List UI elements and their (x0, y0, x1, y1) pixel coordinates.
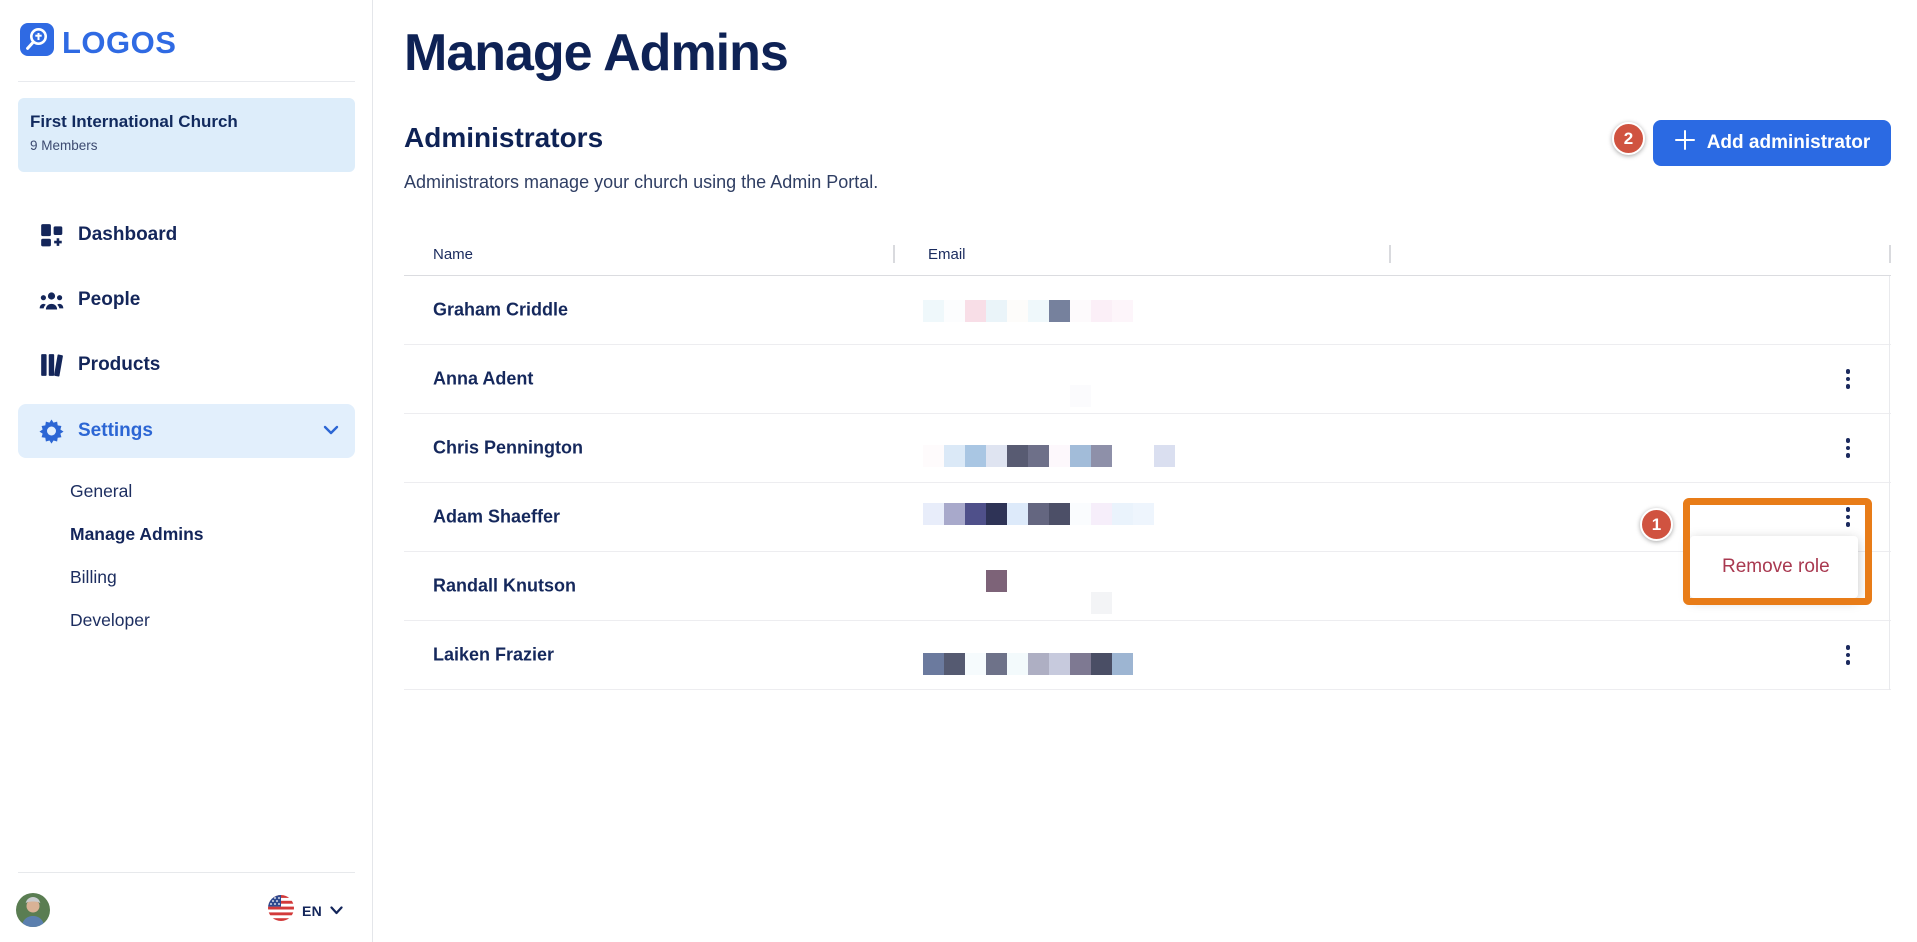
add-administrator-label: Add administrator (1706, 132, 1871, 153)
sidebar-item-products[interactable]: Products (18, 341, 355, 389)
sidebar-subitem-manage-admins[interactable]: Manage Admins (70, 521, 204, 547)
table-row: Chris Pennington (404, 414, 1891, 483)
language-selector[interactable]: EN (268, 895, 343, 926)
kebab-menu-icon (1845, 645, 1851, 650)
dashboard-icon (38, 222, 65, 249)
sidebar-subitem-developer[interactable]: Developer (70, 607, 150, 633)
us-flag-icon (268, 895, 294, 926)
admin-name: Anna Adent (433, 368, 534, 389)
submenu-label: General (70, 480, 133, 501)
email-redacted-mosaic (923, 653, 1133, 675)
email-redacted-mosaic (923, 300, 1133, 322)
column-header-email: Email (928, 246, 966, 263)
sidebar-top-divider (18, 81, 355, 82)
administrators-table: Name Email Graham Criddle Anna Adent Chr… (404, 238, 1891, 690)
people-icon (38, 287, 65, 314)
table-row: Randall Knutson (404, 552, 1891, 621)
table-header: Name Email (404, 238, 1891, 276)
settings-gear-icon (38, 418, 65, 445)
church-selector[interactable]: First International Church 9 Members (18, 98, 355, 172)
admin-name: Adam Shaeffer (433, 506, 561, 527)
kebab-menu-button[interactable] (1834, 500, 1862, 534)
email-redacted-mosaic (923, 445, 1175, 467)
kebab-menu-button[interactable] (1834, 431, 1862, 465)
column-divider (1889, 245, 1891, 263)
column-divider (1389, 245, 1391, 263)
sidebar-item-label: Settings (78, 420, 153, 441)
admin-name: Graham Criddle (433, 299, 569, 320)
admin-name: Laiken Frazier (433, 644, 555, 665)
column-divider (893, 245, 895, 263)
kebab-menu-button[interactable] (1834, 362, 1862, 396)
table-right-border (1889, 276, 1890, 690)
language-code: EN (302, 902, 323, 919)
section-description: Administrators manage your church using … (404, 172, 879, 192)
table-body: Graham Criddle Anna Adent Chris Penningt… (404, 276, 1891, 690)
table-row: Laiken Frazier (404, 621, 1891, 690)
email-redacted-mosaic (923, 385, 1133, 407)
remove-role-menu-item[interactable]: Remove role (1722, 556, 1830, 577)
step-1-badge: 1 (1640, 508, 1673, 541)
admin-name: Chris Pennington (433, 437, 583, 458)
sidebar-bottom-divider (18, 872, 355, 873)
chevron-down-icon (323, 422, 339, 440)
table-row: Anna Adent (404, 345, 1891, 414)
chevron-down-icon (330, 902, 343, 920)
kebab-menu-icon (1845, 438, 1851, 443)
sidebar: LOGOS First International Church 9 Membe… (0, 0, 373, 942)
kebab-menu-icon (1845, 369, 1851, 374)
step-2-badge: 2 (1612, 122, 1645, 155)
logo[interactable]: LOGOS (19, 22, 176, 63)
email-redacted-mosaic (923, 570, 1133, 614)
page-title: Manage Admins (404, 24, 789, 82)
sidebar-subitem-general[interactable]: General (70, 478, 132, 504)
column-header-name: Name (433, 246, 474, 263)
sidebar-item-dashboard[interactable]: Dashboard (18, 211, 355, 259)
sidebar-item-people[interactable]: People (18, 276, 355, 324)
products-icon (38, 352, 65, 379)
kebab-menu-button[interactable] (1834, 638, 1862, 672)
church-name: First International Church (30, 112, 238, 131)
submenu-label: Developer (70, 609, 150, 630)
logos-magnifier-cross-icon (19, 22, 55, 63)
sidebar-item-label: People (78, 289, 141, 310)
row-context-menu: Remove role (1690, 536, 1858, 598)
add-administrator-button[interactable]: Add administrator (1653, 120, 1891, 166)
sidebar-item-label: Dashboard (78, 224, 178, 245)
table-row: Graham Criddle (404, 276, 1891, 345)
admin-name: Randall Knutson (433, 575, 576, 596)
submenu-label: Billing (70, 566, 117, 587)
sidebar-subitem-billing[interactable]: Billing (70, 564, 117, 590)
submenu-label: Manage Admins (70, 523, 204, 544)
sidebar-item-label: Products (78, 354, 161, 375)
email-redacted-mosaic (923, 503, 1154, 525)
brand-name: LOGOS (62, 24, 177, 60)
kebab-menu-icon (1845, 507, 1851, 512)
table-row: Adam Shaeffer (404, 483, 1891, 552)
plus-icon (1674, 129, 1696, 157)
sidebar-item-settings[interactable]: Settings (18, 404, 355, 458)
user-avatar[interactable] (16, 893, 50, 927)
section-title: Administrators (404, 122, 604, 153)
church-member-count: 9 Members (30, 138, 98, 153)
